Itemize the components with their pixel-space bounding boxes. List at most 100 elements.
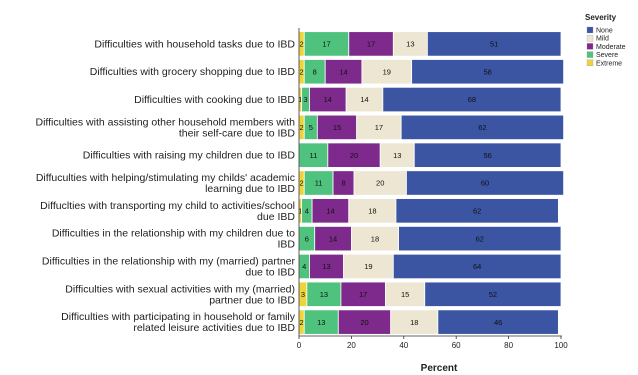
value-label: 17 (359, 290, 367, 299)
category-label: their self-care due to IBD (179, 127, 296, 139)
category-label: due IBD (257, 211, 295, 223)
legend-label-severe: Severe (596, 52, 618, 59)
bar-segment-moderate (311, 198, 350, 224)
category-label: Difficulties in the relationship with my… (52, 228, 295, 240)
bar-segment-mild (345, 86, 384, 113)
bar-segment-mild (350, 225, 399, 252)
value-label: 14 (360, 95, 368, 104)
bar-segment-none (392, 253, 562, 280)
value-label: 58 (483, 67, 491, 76)
value-label: 13 (317, 318, 325, 327)
legend-title: Severity (585, 13, 617, 22)
bar-segment-moderate (340, 281, 386, 307)
value-label: 20 (360, 318, 368, 327)
value-label: 1 (298, 207, 302, 216)
value-label: 11 (310, 151, 318, 160)
legend-swatch-mild (586, 35, 594, 42)
x-tick-label: 20 (347, 341, 356, 350)
value-label: 2 (300, 318, 304, 327)
value-label: 14 (326, 207, 334, 216)
value-label: 4 (302, 262, 306, 271)
bar-segment-moderate (309, 86, 347, 113)
value-label: 46 (494, 318, 502, 327)
legend-label-none: None (596, 28, 613, 35)
legend-swatch-severe (586, 51, 594, 58)
category-label: Diffuclties with transporting my child t… (40, 200, 295, 212)
value-label: 2 (300, 40, 304, 49)
category-label: learning due to IBD (205, 183, 295, 195)
value-label: 56 (483, 151, 491, 160)
x-axis: 0 20 40 60 80 100 (297, 28, 568, 350)
bar-segment-none (406, 170, 565, 196)
bar-segment-none (437, 309, 559, 335)
value-label: 2 (300, 67, 304, 76)
x-tick-label: 0 (297, 341, 302, 350)
category-label: Difficulties with grocery shopping due t… (90, 66, 296, 78)
value-label: 13 (320, 290, 328, 299)
category-labels: Difficulties with household tasks due to… (35, 38, 295, 334)
value-label: 62 (473, 207, 481, 216)
value-label: 2 (300, 123, 304, 132)
value-label: 13 (406, 40, 414, 49)
value-label: 18 (368, 207, 376, 216)
x-tick-label: 40 (399, 341, 408, 350)
bar-segment-mild (385, 281, 426, 307)
value-label: 15 (401, 290, 409, 299)
legend-swatch-moderate (586, 43, 594, 50)
value-label: 11 (315, 179, 323, 188)
legend-label-moderate: Moderate (596, 44, 626, 51)
bar-segment-none (424, 281, 562, 307)
value-label: 17 (367, 40, 375, 49)
category-label: due to IBD (245, 266, 295, 278)
value-label: 62 (476, 234, 484, 243)
value-label: 1 (298, 95, 302, 104)
value-label: 68 (468, 95, 476, 104)
value-label: 8 (341, 179, 345, 188)
value-label: 4 (305, 207, 309, 216)
category-label: Difficulties with assisting other househ… (35, 116, 295, 128)
bar-segment-none (426, 31, 562, 57)
value-label: 19 (383, 67, 391, 76)
x-tick-label: 80 (504, 341, 513, 350)
category-label: Difficulties with household tasks due to… (94, 38, 295, 50)
bar-segment-mild (356, 114, 402, 141)
legend-label-mild: Mild (596, 36, 609, 43)
value-label: 15 (333, 123, 341, 132)
bar-segment-mild (348, 198, 397, 224)
category-label: Difficulties with participating in house… (61, 311, 296, 323)
bar-segment-moderate (316, 114, 358, 141)
value-label: 3 (303, 95, 307, 104)
bar-segment-moderate (348, 31, 394, 57)
bar-segment-mild (379, 142, 415, 168)
value-label: 20 (350, 151, 358, 160)
value-label: 2 (300, 179, 304, 188)
bar-segment-mild (390, 309, 439, 335)
bar-segment-moderate (324, 59, 363, 85)
value-label: 64 (473, 262, 481, 271)
legend-swatch-none (586, 26, 594, 34)
value-label: 14 (339, 67, 347, 76)
category-label: Difficulties in the relationship with my… (42, 255, 296, 267)
value-label: 13 (393, 151, 401, 160)
category-label: Diffuculties with helping/stimulating my… (36, 172, 295, 184)
bar-segment-mild (361, 59, 413, 85)
category-label: related leisure activities due to IBD (133, 322, 295, 334)
bar-segment-none (398, 225, 562, 252)
value-label: 14 (329, 234, 337, 243)
category-label: partner due to IBD (209, 294, 295, 306)
category-label: Difficulties with raising my children du… (83, 150, 296, 162)
bar-segment-mild (343, 253, 394, 280)
value-label: 51 (490, 40, 498, 49)
x-tick-label: 100 (554, 341, 568, 350)
legend-label-extreme: Extreme (596, 60, 622, 67)
value-label: 18 (410, 318, 418, 327)
value-label: 5 (309, 123, 313, 132)
bar-segment-mild (353, 170, 407, 196)
category-label: Difficulties with cooking due to IBD (134, 94, 295, 106)
value-label: 17 (322, 40, 330, 49)
value-label: 8 (313, 67, 317, 76)
bar-segment-moderate (337, 309, 392, 335)
